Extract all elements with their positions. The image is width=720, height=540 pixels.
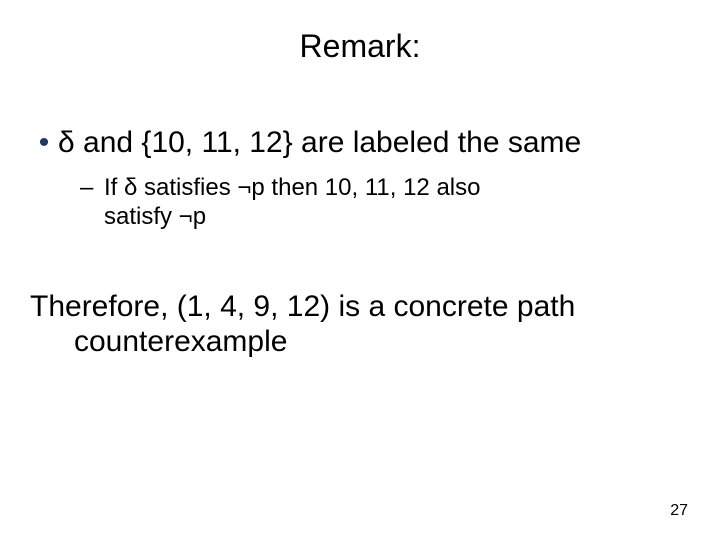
dash-marker-icon: – (80, 174, 104, 203)
sub-bullet-line1: If δ satisfies ¬p then 10, 11, 12 also (104, 174, 480, 201)
main-bullet-text: δ and {10, 11, 12} are labeled the same (58, 126, 581, 159)
slide: Remark: •δ and {10, 11, 12} are labeled … (0, 0, 720, 540)
page-number: 27 (670, 502, 688, 520)
bullet-marker-icon: • (30, 126, 58, 161)
slide-title: Remark: (0, 28, 720, 65)
conclusion: Therefore, (1, 4, 9, 12) is a concrete p… (30, 290, 670, 359)
sub-bullet-line2: satisfy ¬p (104, 203, 206, 230)
sub-bullet: –If δ satisfies ¬p then 10, 11, 12 alsos… (80, 174, 650, 232)
conclusion-text: Therefore, (1, 4, 9, 12) is a concrete p… (30, 290, 670, 359)
sub-bullet-text: If δ satisfies ¬p then 10, 11, 12 alsosa… (104, 174, 624, 232)
main-bullet: •δ and {10, 11, 12} are labeled the same (30, 126, 670, 161)
